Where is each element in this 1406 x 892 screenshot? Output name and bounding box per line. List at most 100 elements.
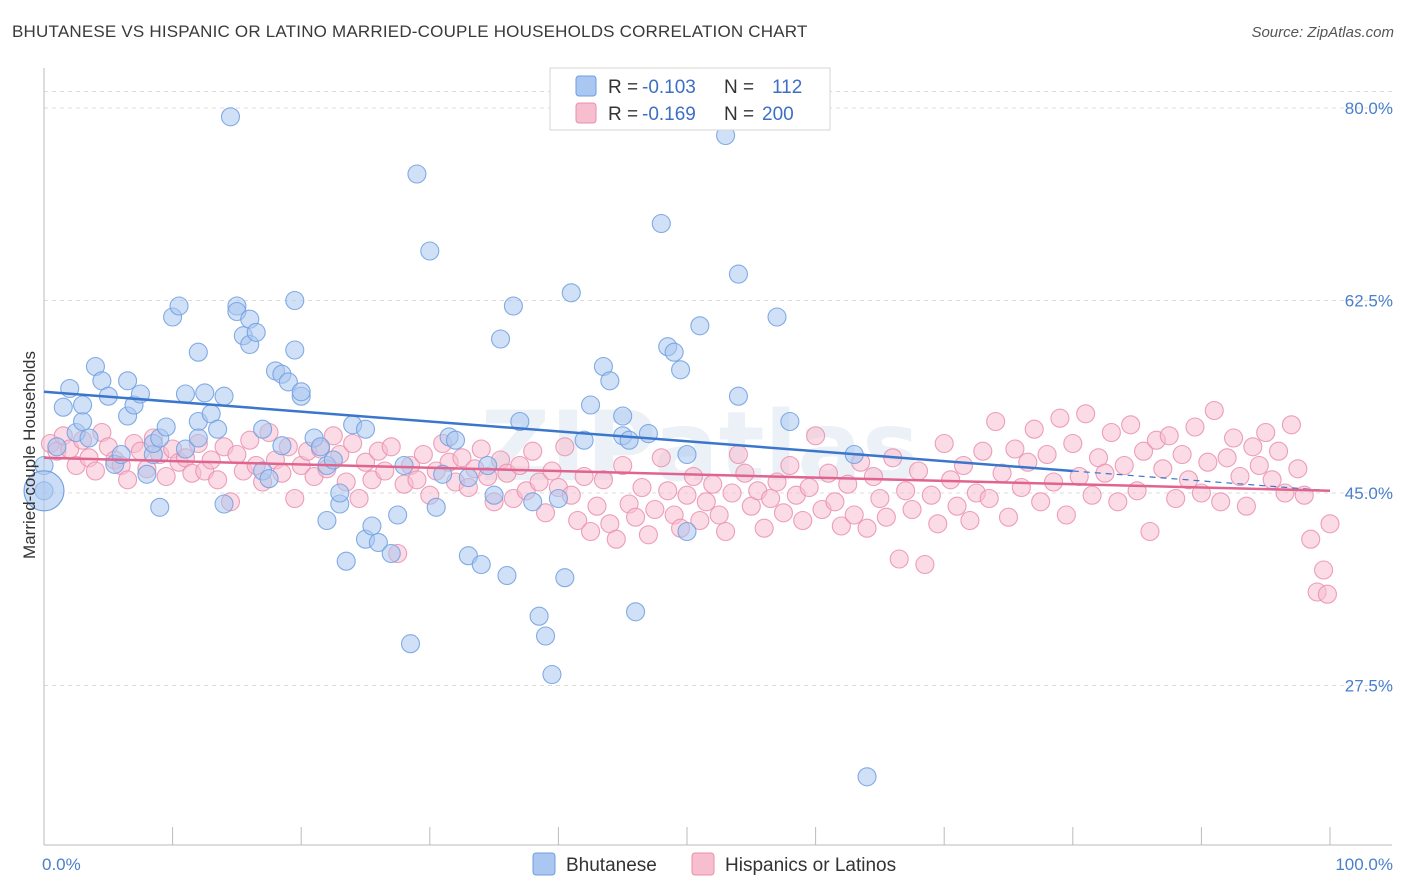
point-hispanics (735, 463, 755, 483)
point-bhutanese (220, 107, 241, 127)
point-bhutanese (728, 386, 748, 406)
point-hispanics (645, 499, 665, 520)
legend-top: R = -0.103 N = 112 R = -0.169 N = 200 (549, 67, 831, 131)
point-hispanics (1024, 419, 1044, 439)
point-hispanics (529, 472, 549, 492)
chart-title: BHUTANESE VS HISPANIC OR LATINO MARRIED-… (12, 22, 808, 41)
point-hispanics (471, 439, 491, 459)
point-hispanics (201, 450, 221, 470)
y-tick-labels: 27.5% 45.0% 62.5% 80.0% (1345, 99, 1393, 696)
point-hispanics (1037, 444, 1057, 465)
legend-bottom: Bhutanese Hispanics or Latinos (532, 852, 896, 876)
point-hispanics (908, 461, 929, 481)
trend-line-hispanics (43, 456, 1331, 493)
point-hispanics (1217, 448, 1237, 468)
point-bhutanese (156, 417, 176, 437)
point-hispanics (928, 514, 948, 534)
point-bhutanese (857, 767, 877, 787)
point-bhutanese (426, 497, 446, 517)
point-hispanics (780, 455, 800, 476)
point-bhutanese (767, 307, 787, 327)
point-hispanics (773, 503, 794, 523)
point-bhutanese (23, 470, 65, 512)
point-hispanics (1101, 422, 1121, 443)
legend-r-value: -0.103 (642, 77, 696, 98)
point-hispanics (953, 455, 974, 476)
point-hispanics (510, 455, 530, 476)
x-tick-label: 100.0% (1335, 855, 1393, 874)
point-hispanics (728, 444, 748, 465)
point-bhutanese (79, 428, 99, 448)
point-hispanics (915, 554, 935, 575)
legend-r-label: R = (608, 104, 638, 125)
point-hispanics (1275, 483, 1295, 503)
point-hispanics (1204, 400, 1224, 421)
point-bhutanese (458, 468, 478, 488)
point-hispanics (523, 441, 543, 461)
point-hispanics (1301, 529, 1321, 549)
point-hispanics (1063, 433, 1083, 454)
point-bhutanese (362, 516, 382, 536)
point-hispanics (535, 503, 556, 523)
point-hispanics (690, 510, 710, 531)
point-bhutanese (574, 430, 594, 450)
point-hispanics (626, 507, 646, 527)
point-bhutanese (651, 213, 671, 234)
point-bhutanese (118, 371, 138, 391)
point-hispanics (677, 485, 697, 505)
point-hispanics (1076, 404, 1096, 424)
point-bhutanese (400, 634, 421, 654)
x-tick-labels: 0.0% 100.0% (42, 855, 1393, 874)
point-hispanics (1211, 492, 1231, 512)
point-hispanics (696, 492, 716, 512)
point-hispanics (1281, 415, 1301, 435)
point-hispanics (902, 499, 922, 520)
point-bhutanese (259, 469, 279, 489)
point-hispanics (208, 470, 228, 490)
point-hispanics (921, 485, 941, 505)
point-hispanics (1043, 472, 1064, 492)
point-hispanics (703, 474, 723, 494)
point-hispanics (407, 470, 427, 490)
legend-swatch-bhutanese (532, 852, 556, 876)
legend-label-bhutanese: Bhutanese (566, 855, 657, 876)
point-hispanics (375, 461, 395, 481)
legend-n-value: 200 (762, 104, 794, 125)
point-bhutanese (433, 464, 453, 484)
point-bhutanese (780, 411, 800, 432)
point-hispanics (1031, 492, 1051, 512)
point-hispanics (986, 411, 1006, 432)
point-bhutanese (47, 437, 67, 457)
point-bhutanese (388, 505, 408, 525)
point-bhutanese (664, 342, 684, 362)
point-bhutanese (214, 386, 234, 406)
gridlines (44, 91, 1392, 686)
trend-line-bhutanese-extension (1072, 470, 1331, 492)
point-hispanics (413, 444, 433, 465)
point-hispanics (651, 448, 671, 468)
point-hispanics (709, 505, 729, 525)
point-hispanics (722, 483, 742, 503)
point-hispanics (1224, 428, 1244, 448)
point-hispanics (323, 426, 343, 446)
legend-n-label: N = (724, 104, 754, 125)
point-hispanics (1005, 439, 1025, 459)
point-hispanics (85, 461, 105, 481)
point-bhutanese (310, 437, 331, 457)
point-bhutanese (677, 444, 697, 465)
y-tick-label: 80.0% (1345, 99, 1393, 118)
point-hispanics (1243, 437, 1263, 457)
point-bhutanese (381, 543, 401, 564)
point-bhutanese (548, 488, 568, 509)
point-bhutanese (355, 419, 376, 439)
point-hispanics (754, 518, 774, 538)
source-label: Source: ZipAtlas.com (1251, 24, 1394, 41)
point-hispanics (285, 488, 305, 509)
point-hispanics (240, 430, 260, 450)
point-bhutanese (368, 532, 388, 553)
point-bhutanese (671, 360, 691, 380)
point-bhutanese (510, 411, 530, 432)
point-hispanics (1320, 514, 1340, 534)
point-hispanics (979, 488, 999, 509)
